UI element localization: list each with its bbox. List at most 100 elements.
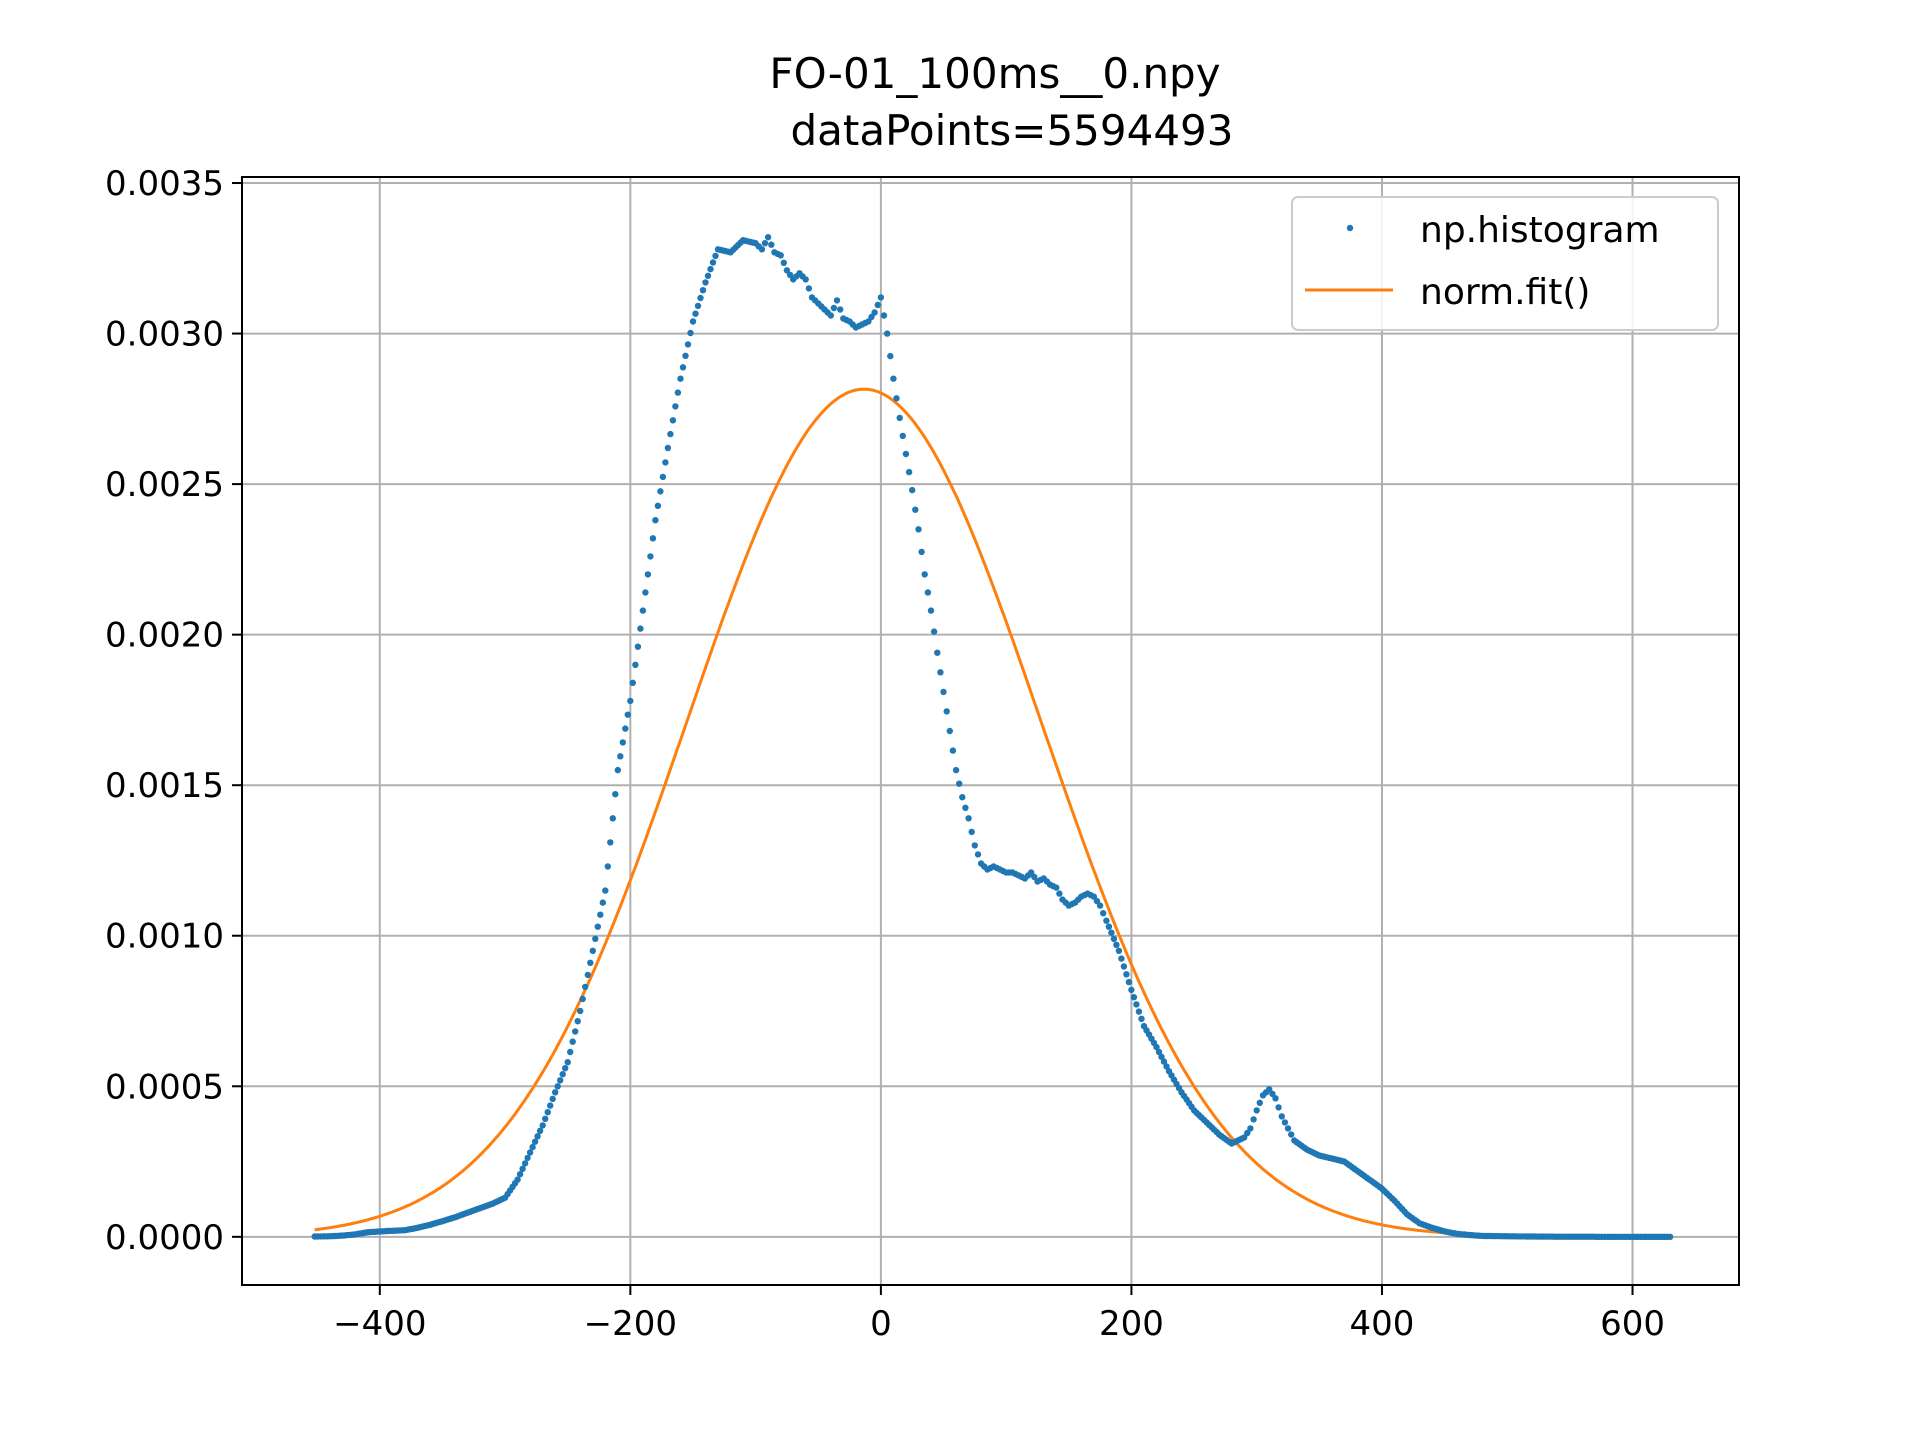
legend: np.histogram norm.fit() (1291, 196, 1719, 331)
histogram-point (562, 1065, 569, 1072)
histogram-point (712, 252, 719, 260)
histogram-series (311, 234, 1674, 1241)
histogram-point (567, 1048, 574, 1056)
histogram-point (524, 1154, 531, 1162)
histogram-point (642, 589, 649, 596)
histogram-point (902, 450, 910, 458)
chart-title: FO-01_100ms__0.npy (769, 49, 1220, 98)
y-tick-label: 0.0020 (105, 616, 224, 656)
histogram-point (874, 301, 881, 309)
histogram-point (871, 309, 878, 316)
histogram-point (783, 267, 791, 274)
x-tick-label: 0 (870, 1304, 892, 1344)
histogram-point (652, 517, 659, 524)
histogram-point (912, 506, 919, 513)
histogram-point (1100, 910, 1107, 917)
histogram-point (554, 1083, 561, 1090)
histogram-point (654, 502, 662, 509)
histogram-point (1266, 1086, 1273, 1093)
histogram-point (1272, 1095, 1279, 1102)
histogram-point (1241, 1134, 1248, 1141)
histogram-point (909, 486, 916, 494)
histogram-point (868, 313, 875, 321)
histogram-point (877, 294, 885, 301)
histogram-point (777, 252, 784, 259)
legend-box (1291, 196, 1719, 331)
histogram-point (709, 259, 717, 266)
histogram-point (684, 341, 692, 348)
histogram-point (687, 329, 694, 337)
histogram-point (662, 459, 669, 466)
histogram-point (669, 417, 677, 424)
histogram-point (619, 739, 626, 746)
histogram-point (940, 688, 947, 696)
histogram-point (569, 1038, 576, 1045)
histogram-point (637, 625, 644, 632)
histogram-point (682, 352, 689, 359)
histogram-point (1031, 873, 1038, 881)
histogram-point (830, 304, 838, 312)
histogram-point (805, 285, 813, 292)
histogram-point (677, 375, 684, 382)
histogram-point (657, 488, 664, 495)
y-tick-label: 0.0025 (105, 465, 224, 505)
histogram-point (617, 753, 624, 760)
histogram-point (1250, 1116, 1257, 1123)
histogram-point (1123, 971, 1130, 978)
histogram-point (956, 780, 963, 787)
histogram-point (697, 294, 704, 302)
histogram-point (672, 403, 679, 410)
histogram-point (607, 839, 614, 846)
histogram-point (1110, 935, 1118, 942)
histogram-point (1125, 978, 1133, 986)
y-tick-label: 0.0035 (105, 164, 224, 204)
histogram-point (529, 1143, 536, 1151)
histogram-point (632, 661, 639, 668)
histogram-point (974, 851, 982, 858)
norm-fit-line (314, 387, 1671, 1239)
histogram-point (924, 589, 932, 596)
histogram-point (579, 995, 586, 1003)
y-tick-label: 0.0015 (105, 766, 224, 806)
histogram-point (664, 444, 672, 452)
histogram-point (1155, 1048, 1163, 1056)
y-tick-label: 0.0030 (105, 315, 224, 355)
histogram-point (694, 302, 702, 310)
histogram-point (937, 669, 944, 676)
histogram-point (1284, 1125, 1292, 1132)
histogram-point (647, 553, 654, 560)
histogram-point (707, 265, 714, 273)
y-axis: 0.0000 0.0005 0.0010 0.0015 0.0020 0.0025 0.00… (105, 164, 242, 1258)
histogram-point (539, 1122, 546, 1129)
histogram-point (880, 312, 888, 319)
histogram-point (542, 1115, 549, 1123)
histogram-point (614, 766, 621, 774)
histogram-point (837, 306, 844, 313)
histogram-point (1275, 1104, 1282, 1111)
histogram-point (949, 747, 957, 754)
histogram-point (564, 1059, 571, 1066)
histogram-point (1053, 884, 1060, 891)
histogram-point (557, 1077, 564, 1084)
histogram-point (587, 959, 594, 966)
histogram-point (968, 828, 975, 836)
histogram-point (627, 697, 634, 705)
histogram-point (674, 389, 682, 396)
histogram-point (699, 287, 707, 294)
histogram-point (827, 312, 834, 319)
x-tick-label: −200 (584, 1304, 677, 1344)
histogram-point (1103, 917, 1110, 924)
histogram-point (1278, 1113, 1286, 1120)
histogram-point (589, 947, 596, 954)
y-tick-label: 0.0005 (105, 1067, 224, 1107)
histogram-point (602, 887, 609, 894)
histogram-point (552, 1089, 559, 1096)
histogram-point (704, 272, 712, 279)
histogram-point (899, 432, 906, 440)
histogram-point (1133, 1001, 1140, 1008)
histogram-point (692, 310, 699, 317)
histogram-point (764, 234, 772, 241)
x-tick-label: 400 (1350, 1304, 1415, 1344)
histogram-point (918, 548, 925, 556)
histogram-point (519, 1165, 526, 1173)
